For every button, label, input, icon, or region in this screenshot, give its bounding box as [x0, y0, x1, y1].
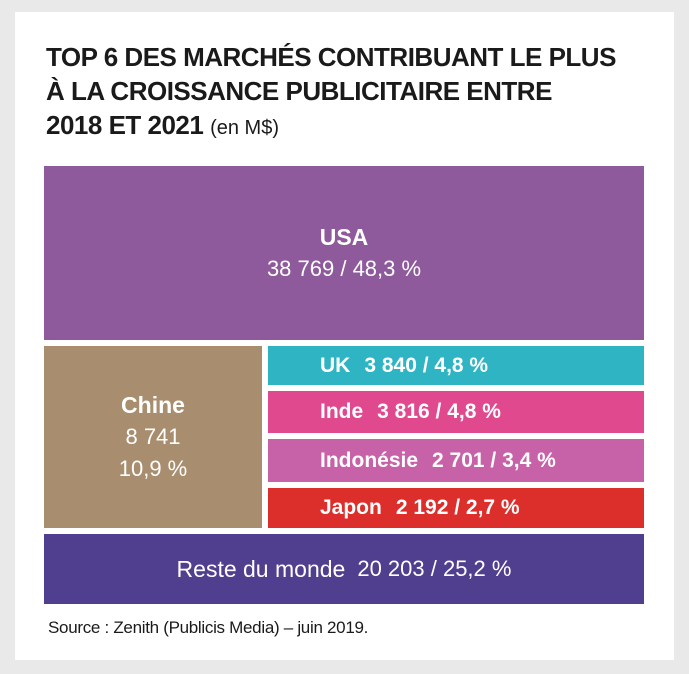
title-line-3: 2018 ET 2021 (en M$) — [46, 108, 646, 145]
tile-inde-name: Inde — [320, 400, 364, 423]
tile-indonesie-name: Indonésie — [320, 448, 419, 472]
title-line-2: À LA CROISSANCE PUBLICITAIRE ENTRE — [46, 76, 552, 106]
tile-chine-name: Chine — [121, 392, 185, 418]
tile-uk: UK 3 840 / 4,8 % — [268, 346, 644, 385]
tile-chine-value: 8 741 — [125, 424, 181, 449]
tile-inde-value: 3 816 / 4,8 % — [377, 400, 501, 423]
chart-title: TOP 6 DES MARCHÉS CONTRIBUANT LE PLUS À … — [46, 40, 646, 145]
tile-indonesie: Indonésie 2 701 / 3,4 % — [268, 439, 644, 482]
tile-usa-name: USA — [319, 224, 369, 250]
tile-reste-name: Reste du monde — [176, 556, 346, 582]
tile-chine-share: 10,9 % — [118, 456, 188, 481]
tile-japon-name: Japon — [320, 496, 382, 519]
title-line-1: TOP 6 DES MARCHÉS CONTRIBUANT LE PLUS — [46, 42, 616, 72]
tile-usa-value: 38 769 / 48,3 % — [266, 256, 422, 281]
tile-usa: USA 38 769 / 48,3 % — [44, 166, 644, 340]
tile-chine: Chine 8 741 10,9 % — [44, 346, 262, 528]
title-year: 2018 ET 2021 — [46, 110, 204, 140]
tile-uk-name: UK — [320, 353, 351, 377]
tile-inde: Inde 3 816 / 4,8 % — [268, 391, 644, 433]
tile-indonesie-value: 2 701 / 3,4 % — [432, 448, 556, 472]
tile-reste-du-monde: Reste du monde 20 203 / 25,2 % — [44, 534, 644, 604]
tile-japon: Japon 2 192 / 2,7 % — [268, 488, 644, 528]
tile-japon-value: 2 192 / 2,7 % — [395, 496, 520, 519]
title-unit: (en M$) — [210, 117, 279, 139]
tile-reste-value: 20 203 / 25,2 % — [357, 556, 512, 581]
tile-uk-value: 3 840 / 4,8 % — [364, 353, 489, 377]
source-note: Source : Zenith (Publicis Media) – juin … — [48, 618, 369, 637]
